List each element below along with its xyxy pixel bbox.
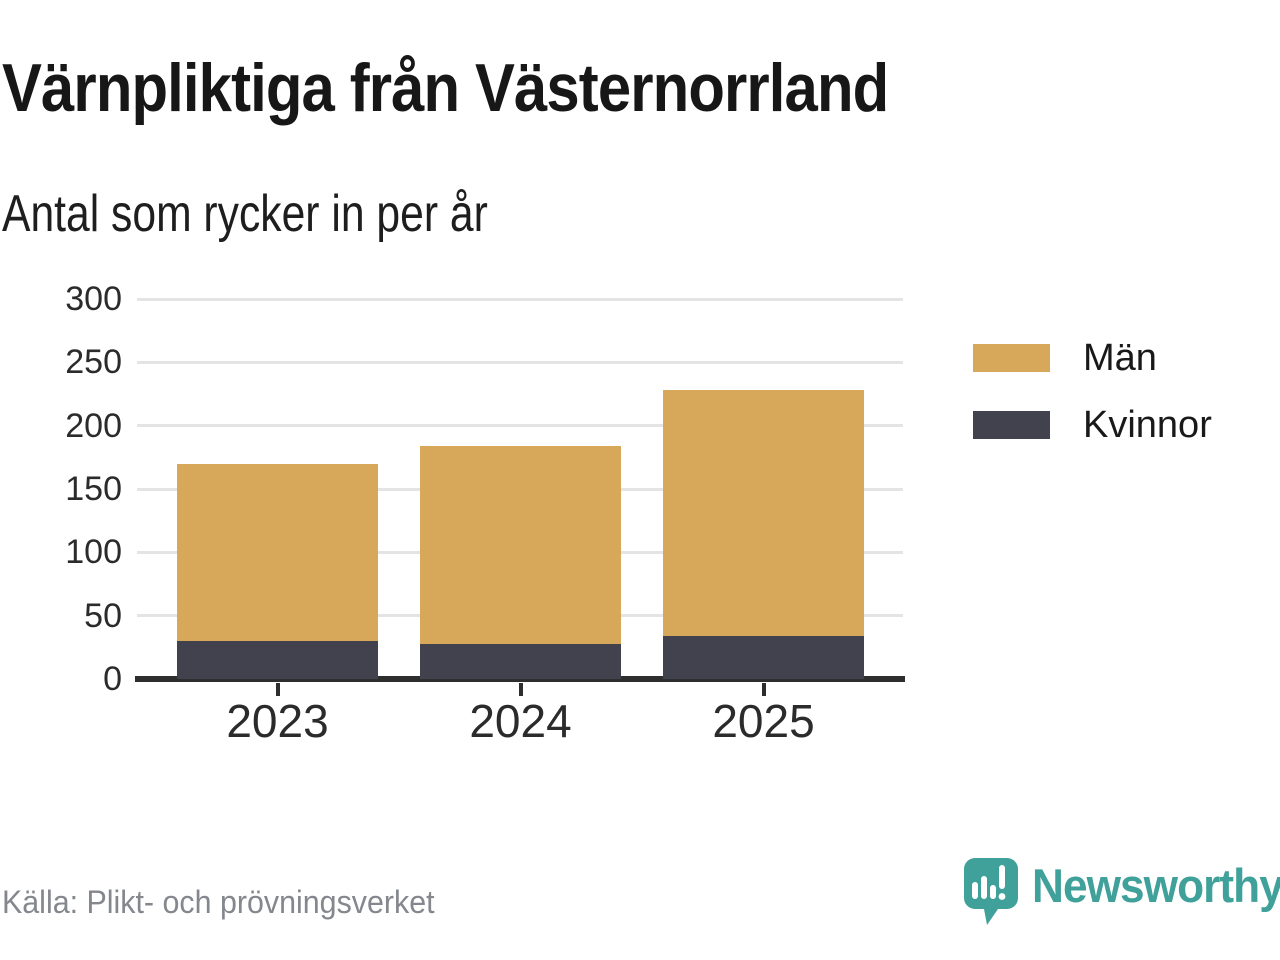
y-axis-label-300: 300: [65, 280, 122, 318]
legend-swatch-män: [973, 344, 1050, 372]
bar-2023-kvinnor: [177, 641, 378, 679]
y-axis-label-150: 150: [65, 470, 122, 508]
bar-2024-kvinnor: [420, 643, 621, 679]
legend-label-kvinnor: Kvinnor: [1083, 404, 1212, 446]
chart-subtitle: Antal som rycker in per år: [2, 185, 488, 243]
legend-item-män: Män: [973, 339, 1212, 377]
y-axis-label-100: 100: [65, 533, 122, 572]
brand-lockup: Newsworthy: [964, 858, 1280, 926]
bar-2024-män: [420, 445, 621, 644]
gridline-250: [137, 360, 903, 364]
y-axis-label-0: 0: [103, 660, 122, 698]
chart-title: Värnpliktiga från Västernorrland: [2, 50, 889, 126]
legend-swatch-kvinnor: [973, 411, 1050, 439]
x-axis-label-2024: 2024: [469, 695, 572, 747]
legend: Män Kvinnor: [973, 339, 1212, 473]
y-axis-label-50: 50: [84, 596, 122, 635]
bar-2025-kvinnor: [663, 635, 864, 679]
x-axis-line: [135, 676, 905, 682]
newsworthy-logo-icon: [964, 858, 1018, 925]
gridline-300: [137, 297, 903, 301]
x-tick-2024: [518, 683, 523, 696]
x-axis-label-2025: 2025: [712, 695, 815, 747]
legend-item-kvinnor: Kvinnor: [973, 406, 1212, 444]
x-tick-2023: [275, 683, 280, 696]
bar-2023-män: [177, 463, 378, 641]
brand-name: Newsworthy: [1032, 859, 1280, 912]
chart-region: 2023 2024 2025 0 50 100 150 200 250 300: [0, 282, 1280, 759]
legend-label-män: Män: [1083, 337, 1157, 379]
gridline-200: [137, 424, 903, 428]
y-axis-label-200: 200: [65, 406, 122, 445]
source-note: Källa: Plikt- och prövningsverket: [2, 884, 435, 920]
plot-area: 2023 2024 2025: [135, 297, 905, 744]
bar-2025-män: [663, 390, 864, 636]
x-tick-2025: [761, 683, 766, 696]
x-axis-label-2023: 2023: [226, 695, 329, 747]
y-axis-label-250: 250: [65, 343, 122, 382]
